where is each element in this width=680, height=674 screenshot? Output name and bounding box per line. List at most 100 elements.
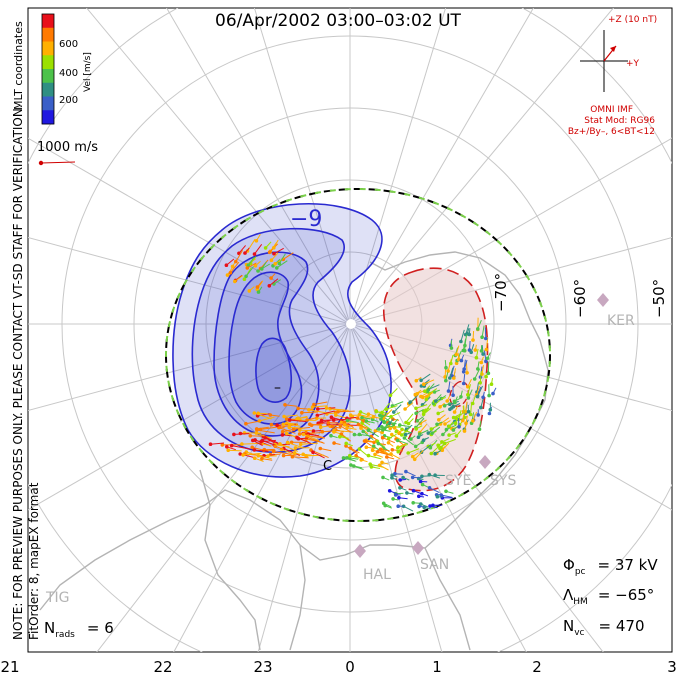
vector-line	[340, 425, 352, 433]
vector-line	[346, 442, 353, 447]
vector-line	[368, 455, 382, 460]
vector-line	[247, 262, 257, 269]
vector-line	[412, 476, 422, 479]
vector-line	[258, 286, 263, 293]
vector-line	[457, 353, 460, 360]
vector-line	[282, 434, 293, 437]
vector-line	[472, 394, 477, 404]
vector-line	[421, 493, 429, 497]
vector-line	[481, 365, 484, 375]
vector-line	[420, 373, 431, 381]
vector-origin	[220, 443, 225, 447]
vector-origin	[484, 359, 488, 364]
colorbar-frame	[41, 13, 55, 125]
vector-line	[254, 449, 269, 452]
vector-line	[297, 437, 312, 444]
vector-line	[350, 464, 364, 470]
vector-line	[384, 425, 391, 430]
vector-line	[300, 442, 318, 445]
vector-line	[479, 420, 482, 430]
vector-line	[414, 389, 422, 396]
vector-line	[410, 435, 416, 440]
vector-line	[210, 442, 225, 445]
vector-line	[271, 252, 279, 261]
imf-model: Stat Mod: RG96	[584, 116, 655, 126]
vector-line	[283, 252, 294, 260]
vector-line	[399, 424, 410, 427]
vector-line	[382, 476, 390, 481]
vector-line	[467, 378, 472, 387]
vector-line	[303, 433, 320, 442]
vector-line	[492, 387, 497, 394]
vector-line	[361, 417, 371, 420]
colorbar-tick-400: 400	[59, 68, 78, 79]
vector-line	[408, 448, 420, 454]
vector-line	[441, 395, 447, 399]
vector-line	[270, 414, 280, 417]
mlt-tick-1: 1	[432, 658, 442, 674]
vector-line	[397, 439, 408, 445]
vector-line	[441, 442, 450, 451]
radar-site-san-marker	[412, 541, 424, 555]
vector-line	[404, 402, 414, 410]
vector-line	[429, 505, 438, 509]
vector-origin	[293, 446, 298, 450]
vector-line	[307, 435, 325, 439]
vector-line	[455, 345, 460, 355]
vector-origin	[466, 396, 471, 400]
vector-line	[392, 498, 399, 501]
mlt-tick-21: 21	[0, 658, 19, 674]
vector-line	[386, 405, 398, 410]
vector-line	[460, 354, 465, 361]
vector-line	[289, 423, 300, 427]
stat-n-vc: Nvc = 470	[563, 617, 644, 638]
vector-origin	[462, 429, 467, 433]
vector-line	[365, 440, 376, 443]
vector-line	[247, 257, 255, 266]
vector-line	[306, 436, 325, 444]
vector-line	[320, 424, 333, 428]
vector-line	[445, 490, 454, 494]
vector-line	[283, 448, 300, 456]
vector-line	[373, 445, 380, 451]
vector-line	[425, 395, 431, 400]
vector-line	[447, 359, 452, 372]
imf-y-label: +Y	[626, 59, 640, 69]
vector-line	[279, 443, 298, 452]
lat-label-60: −60°	[571, 279, 589, 318]
radar-site-markers	[354, 293, 609, 558]
radar-site-sys: SYS	[490, 473, 516, 489]
vector-line	[420, 503, 428, 508]
vector-line	[422, 391, 434, 398]
vector-origin	[451, 393, 455, 398]
vector-line	[422, 484, 429, 488]
vector-origin	[232, 432, 236, 437]
coordinate-label: MLT coordinates	[12, 21, 25, 110]
contour-label-c: C	[323, 459, 332, 474]
vector-line	[326, 412, 339, 415]
vector-line	[372, 418, 379, 423]
vector-line	[444, 360, 447, 368]
vector-line	[424, 506, 431, 510]
vector-line	[320, 448, 332, 452]
radar-site-sye-marker	[479, 455, 491, 469]
vector-line	[453, 368, 456, 379]
vector-line	[416, 376, 422, 382]
vector-line	[250, 256, 257, 264]
vector-line	[474, 368, 481, 380]
vector-line	[484, 350, 487, 362]
vector-line	[231, 445, 251, 450]
radar-site-sye: SYE	[445, 473, 471, 489]
vector-line	[257, 281, 263, 288]
vector-line	[235, 250, 244, 262]
vector-line	[308, 409, 326, 414]
radar-site-hal-marker	[354, 544, 366, 558]
vector-line	[429, 487, 440, 494]
vector-line	[391, 477, 397, 481]
vector-origin	[476, 367, 480, 371]
velocity-colorbar	[42, 14, 54, 125]
vector-line	[275, 445, 284, 450]
negative-cell-mid	[191, 227, 351, 453]
vector-line	[463, 405, 465, 418]
vector-line	[434, 450, 442, 455]
